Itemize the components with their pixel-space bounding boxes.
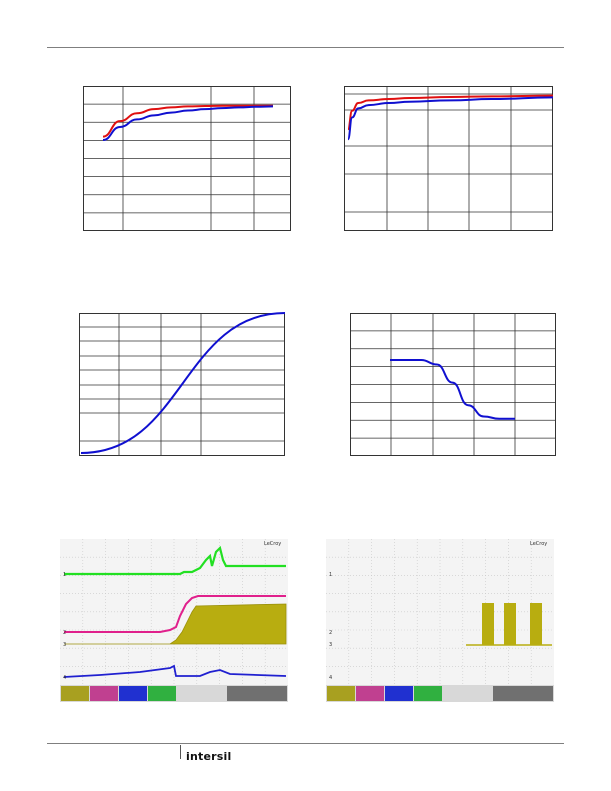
plot-frame [344,86,553,231]
scope-left-svg: 1 2 3 4 [60,539,288,702]
series-line-1 [347,94,554,131]
scope-right-marker-3: 3 [329,642,332,648]
scope-right-marker-4: 4 [329,675,332,681]
scope-left-marker-2: 2 [63,630,66,636]
footer-logo-divider [180,745,181,759]
scope-left-ch4-box [148,686,176,701]
scope-left-ch1-box [61,686,89,701]
header-rule [47,47,564,48]
scope-right-ch3-burst-1 [482,603,494,645]
scope-right-marker-1: 1 [329,572,332,578]
scope-right-svg: 1 2 3 4 [326,539,554,702]
scope-capture-right: 1 2 3 4 LeCroy [326,539,554,702]
scope-left-ch2-box [90,686,118,701]
chart-top-right [344,86,554,231]
scope-left-timebase-box [227,686,287,701]
series-line-1 [102,104,273,138]
chart-top-left [83,86,291,231]
scope-left-ch2-trace [64,595,286,633]
series-line-2 [102,105,274,141]
series-line-2 [347,96,554,141]
scope-left-marker-4: 4 [63,675,66,681]
series-line-1 [80,312,286,454]
chart-middle-right [350,313,556,456]
series-line-1 [390,359,515,420]
scope-right-marker-2: 2 [329,630,332,636]
footer-rule [47,743,564,744]
scope-left-ch1-trace [64,545,286,576]
company-logo: intersil [186,750,232,763]
scope-left-ch3-trace [64,603,287,645]
scope-right-ch3-burst-2 [504,603,516,645]
scope-capture-left: 1 2 3 4 LeCroy [60,539,288,702]
scope-right-ch4-box [414,686,442,701]
scope-left-tag: LeCroy [264,541,282,547]
scope-right-timebase-box [493,686,553,701]
chart-middle-left [79,312,286,456]
scope-left-ch3-box [119,686,147,701]
scope-left-marker-3: 3 [63,642,66,648]
scope-left-marker-1: 1 [63,572,66,578]
scope-right-ch3-burst-3 [530,603,542,645]
scope-right-ch3-box [385,686,413,701]
scope-right-ch1-box [327,686,355,701]
scope-left-ch4-trace [63,664,287,678]
scope-right-tag: LeCroy [530,541,548,547]
scope-right-ch2-box [356,686,384,701]
